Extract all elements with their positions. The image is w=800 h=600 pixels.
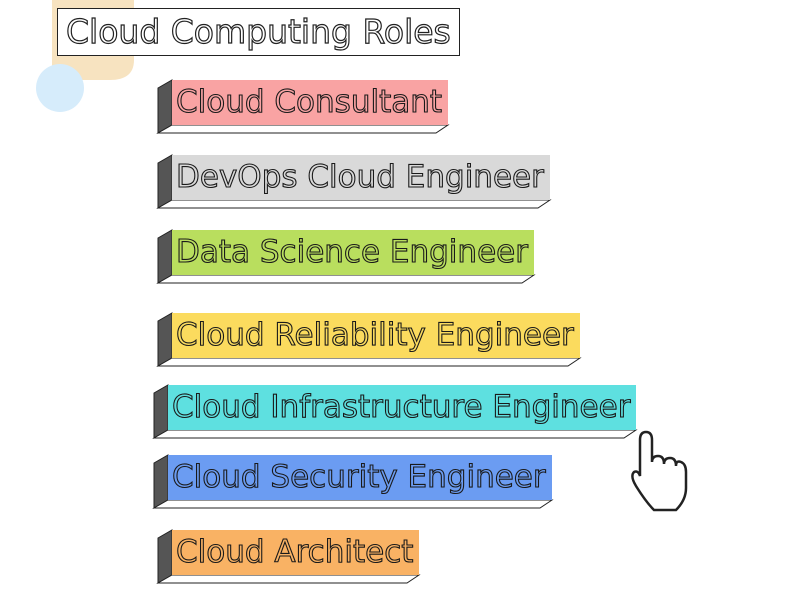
role-button[interactable]: Data Science Engineer — [172, 230, 534, 275]
box-bottom — [156, 274, 536, 284]
title: Cloud Computing Roles — [57, 8, 460, 56]
box-bottom — [152, 499, 554, 509]
box-side — [157, 154, 173, 209]
role-button[interactable]: DevOps Cloud Engineer — [172, 155, 550, 200]
box-bottom — [156, 574, 421, 584]
box-side — [157, 312, 173, 367]
blue-blob — [36, 64, 84, 112]
box-side — [153, 454, 169, 509]
box-bottom — [152, 429, 638, 439]
box-bottom — [156, 199, 552, 209]
role-button[interactable]: Cloud Reliability Engineer — [172, 313, 580, 358]
role-button[interactable]: Cloud Consultant — [172, 80, 449, 125]
box-side — [153, 384, 169, 439]
role-button[interactable]: Cloud Security Engineer — [168, 455, 552, 500]
box-bottom — [156, 357, 582, 367]
box-side — [157, 79, 173, 134]
box-bottom — [156, 124, 450, 134]
box-side — [157, 229, 173, 284]
role-button[interactable]: Cloud Architect — [172, 530, 420, 575]
box-side — [157, 529, 173, 584]
role-button[interactable]: Cloud Infrastructure Engineer — [168, 385, 637, 430]
